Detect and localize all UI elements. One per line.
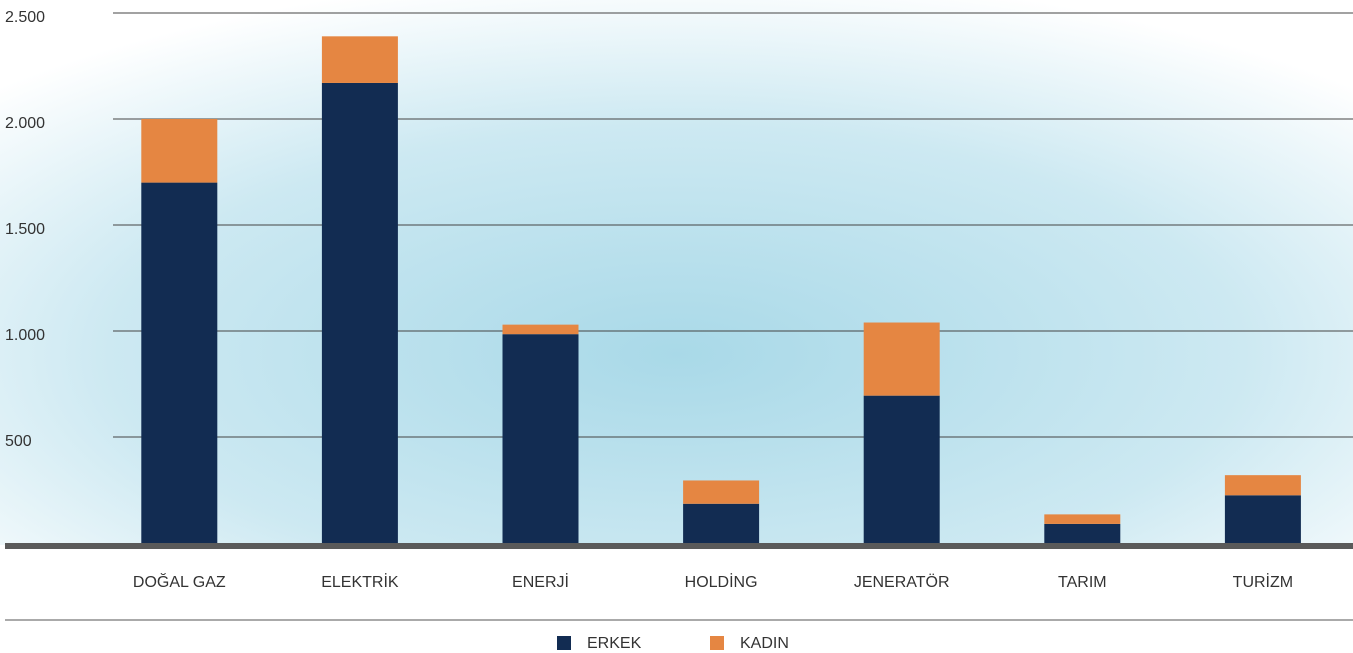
x-tick-label: JENERATÖR [854, 573, 950, 591]
bar-segment [503, 325, 579, 335]
x-tick-label: TURİZM [1233, 572, 1293, 591]
bar-segment [322, 36, 398, 83]
bar-segment [1225, 475, 1301, 495]
y-tick-label: 1.500 [5, 221, 45, 238]
y-tick-label: 1.000 [5, 327, 45, 344]
x-tick-label: DOĞAL GAZ [133, 572, 226, 591]
x-tick-label: ELEKTRİK [321, 572, 399, 591]
bar-segment [503, 334, 579, 543]
y-tick-label: 2.500 [5, 9, 45, 26]
y-tick-label: 500 [5, 433, 32, 450]
x-tick-label: ENERJİ [512, 572, 569, 591]
bar-segment [1044, 514, 1120, 524]
x-axis-baseline [5, 543, 1353, 549]
legend-swatch [710, 636, 724, 650]
bar-segment [1225, 495, 1301, 543]
legend-swatch [557, 636, 571, 650]
bar-segment [683, 480, 759, 503]
x-tick-label: TARIM [1058, 574, 1107, 591]
bar-segment [141, 119, 217, 183]
bar-segment [864, 396, 940, 543]
chart: 500 1.000 1.500 2.000 2.500 DOĞAL GAZ ELEKTRİK… [0, 0, 1353, 653]
legend-label: ERKEK [587, 635, 642, 652]
bar-segment [322, 83, 398, 543]
bar-segment [141, 183, 217, 543]
bar-segment [1044, 524, 1120, 543]
y-tick-label: 2.000 [5, 115, 45, 132]
legend-label: KADIN [740, 635, 789, 652]
bar-segment [864, 323, 940, 396]
bar-segment [683, 504, 759, 543]
x-tick-label: HOLDİNG [685, 572, 758, 591]
